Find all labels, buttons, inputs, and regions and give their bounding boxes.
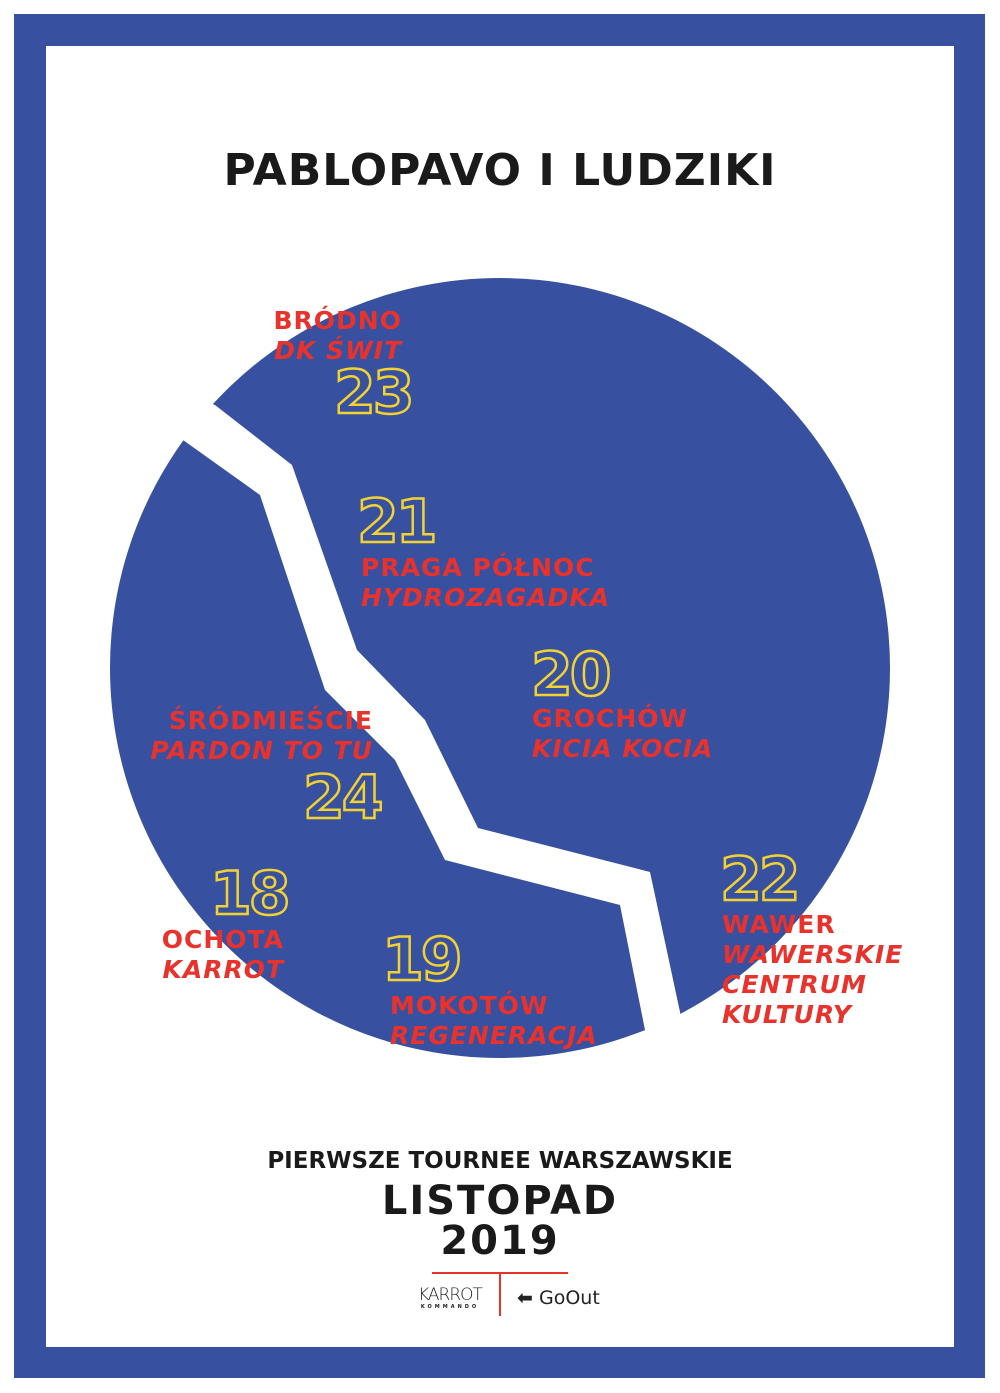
date-number: 24 [302,763,385,833]
venue-name: CENTRUM [722,970,867,999]
venue-name: DK ŚWIT [274,336,402,365]
district-name: BRÓDNO [273,306,402,335]
date-number: 18 [209,859,292,929]
concert-srodmiescie: ŚRÓDMIEŚCIE PARDON TO TU [150,706,373,766]
city-circle [110,278,890,1058]
sponsor-logos: KARROT KOMMANDO ⬅ GoOut [0,1270,1000,1320]
district-name: ŚRÓDMIEŚCIE [168,706,373,735]
date-number: 21 [356,487,439,557]
tour-year: 2019 [440,1218,560,1264]
district-name: WAWER [722,910,836,939]
venue-name: KARROT [162,955,284,984]
venue-name: HYDROZAGADKA [361,583,611,612]
venue-name: KICIA KOCIA [532,734,714,763]
venue-name: PARDON TO TU [150,736,373,765]
district-name: OCHOTA [161,925,284,954]
poster-title: PABLOPAVO I LUDZIKI [223,145,777,196]
vistula-river [140,380,690,1080]
tour-month: LISTOPAD [381,1178,619,1224]
tour-subtitle: PIERWSZE TOURNEE WARSZAWSKIE [267,1148,733,1174]
district-name: MOKOTÓW [390,991,549,1020]
concert-praga: PRAGA PÓŁNOC HYDROZAGADKA [361,553,610,613]
district-name: GROCHÓW [532,704,689,733]
concert-grochow: GROCHÓW KICIA KOCIA [532,704,713,764]
date-number: 19 [381,925,464,995]
district-name: PRAGA PÓŁNOC [361,553,595,582]
concert-wawer: WAWER WAWERSKIE CENTRUM KULTURY [722,910,903,1030]
concert-brodno: BRÓDNO DK ŚWIT [274,306,403,366]
concert-ochota: OCHOTA KARROT [162,925,284,985]
date-number: 23 [333,358,416,428]
venue-name: KULTURY [722,1000,852,1029]
divider [499,1272,501,1316]
date-number: 20 [530,640,613,710]
concert-mokotow: MOKOTÓW REGENERACJA [390,991,598,1051]
karrot-logo: KARROT KOMMANDO [418,1285,483,1310]
venue-name: REGENERACJA [390,1021,598,1050]
goout-arrow-icon: ⬅ [517,1287,533,1309]
goout-logo: ⬅ GoOut [517,1287,600,1309]
venue-name: WAWERSKIE [722,940,904,969]
date-number: 22 [719,845,802,915]
